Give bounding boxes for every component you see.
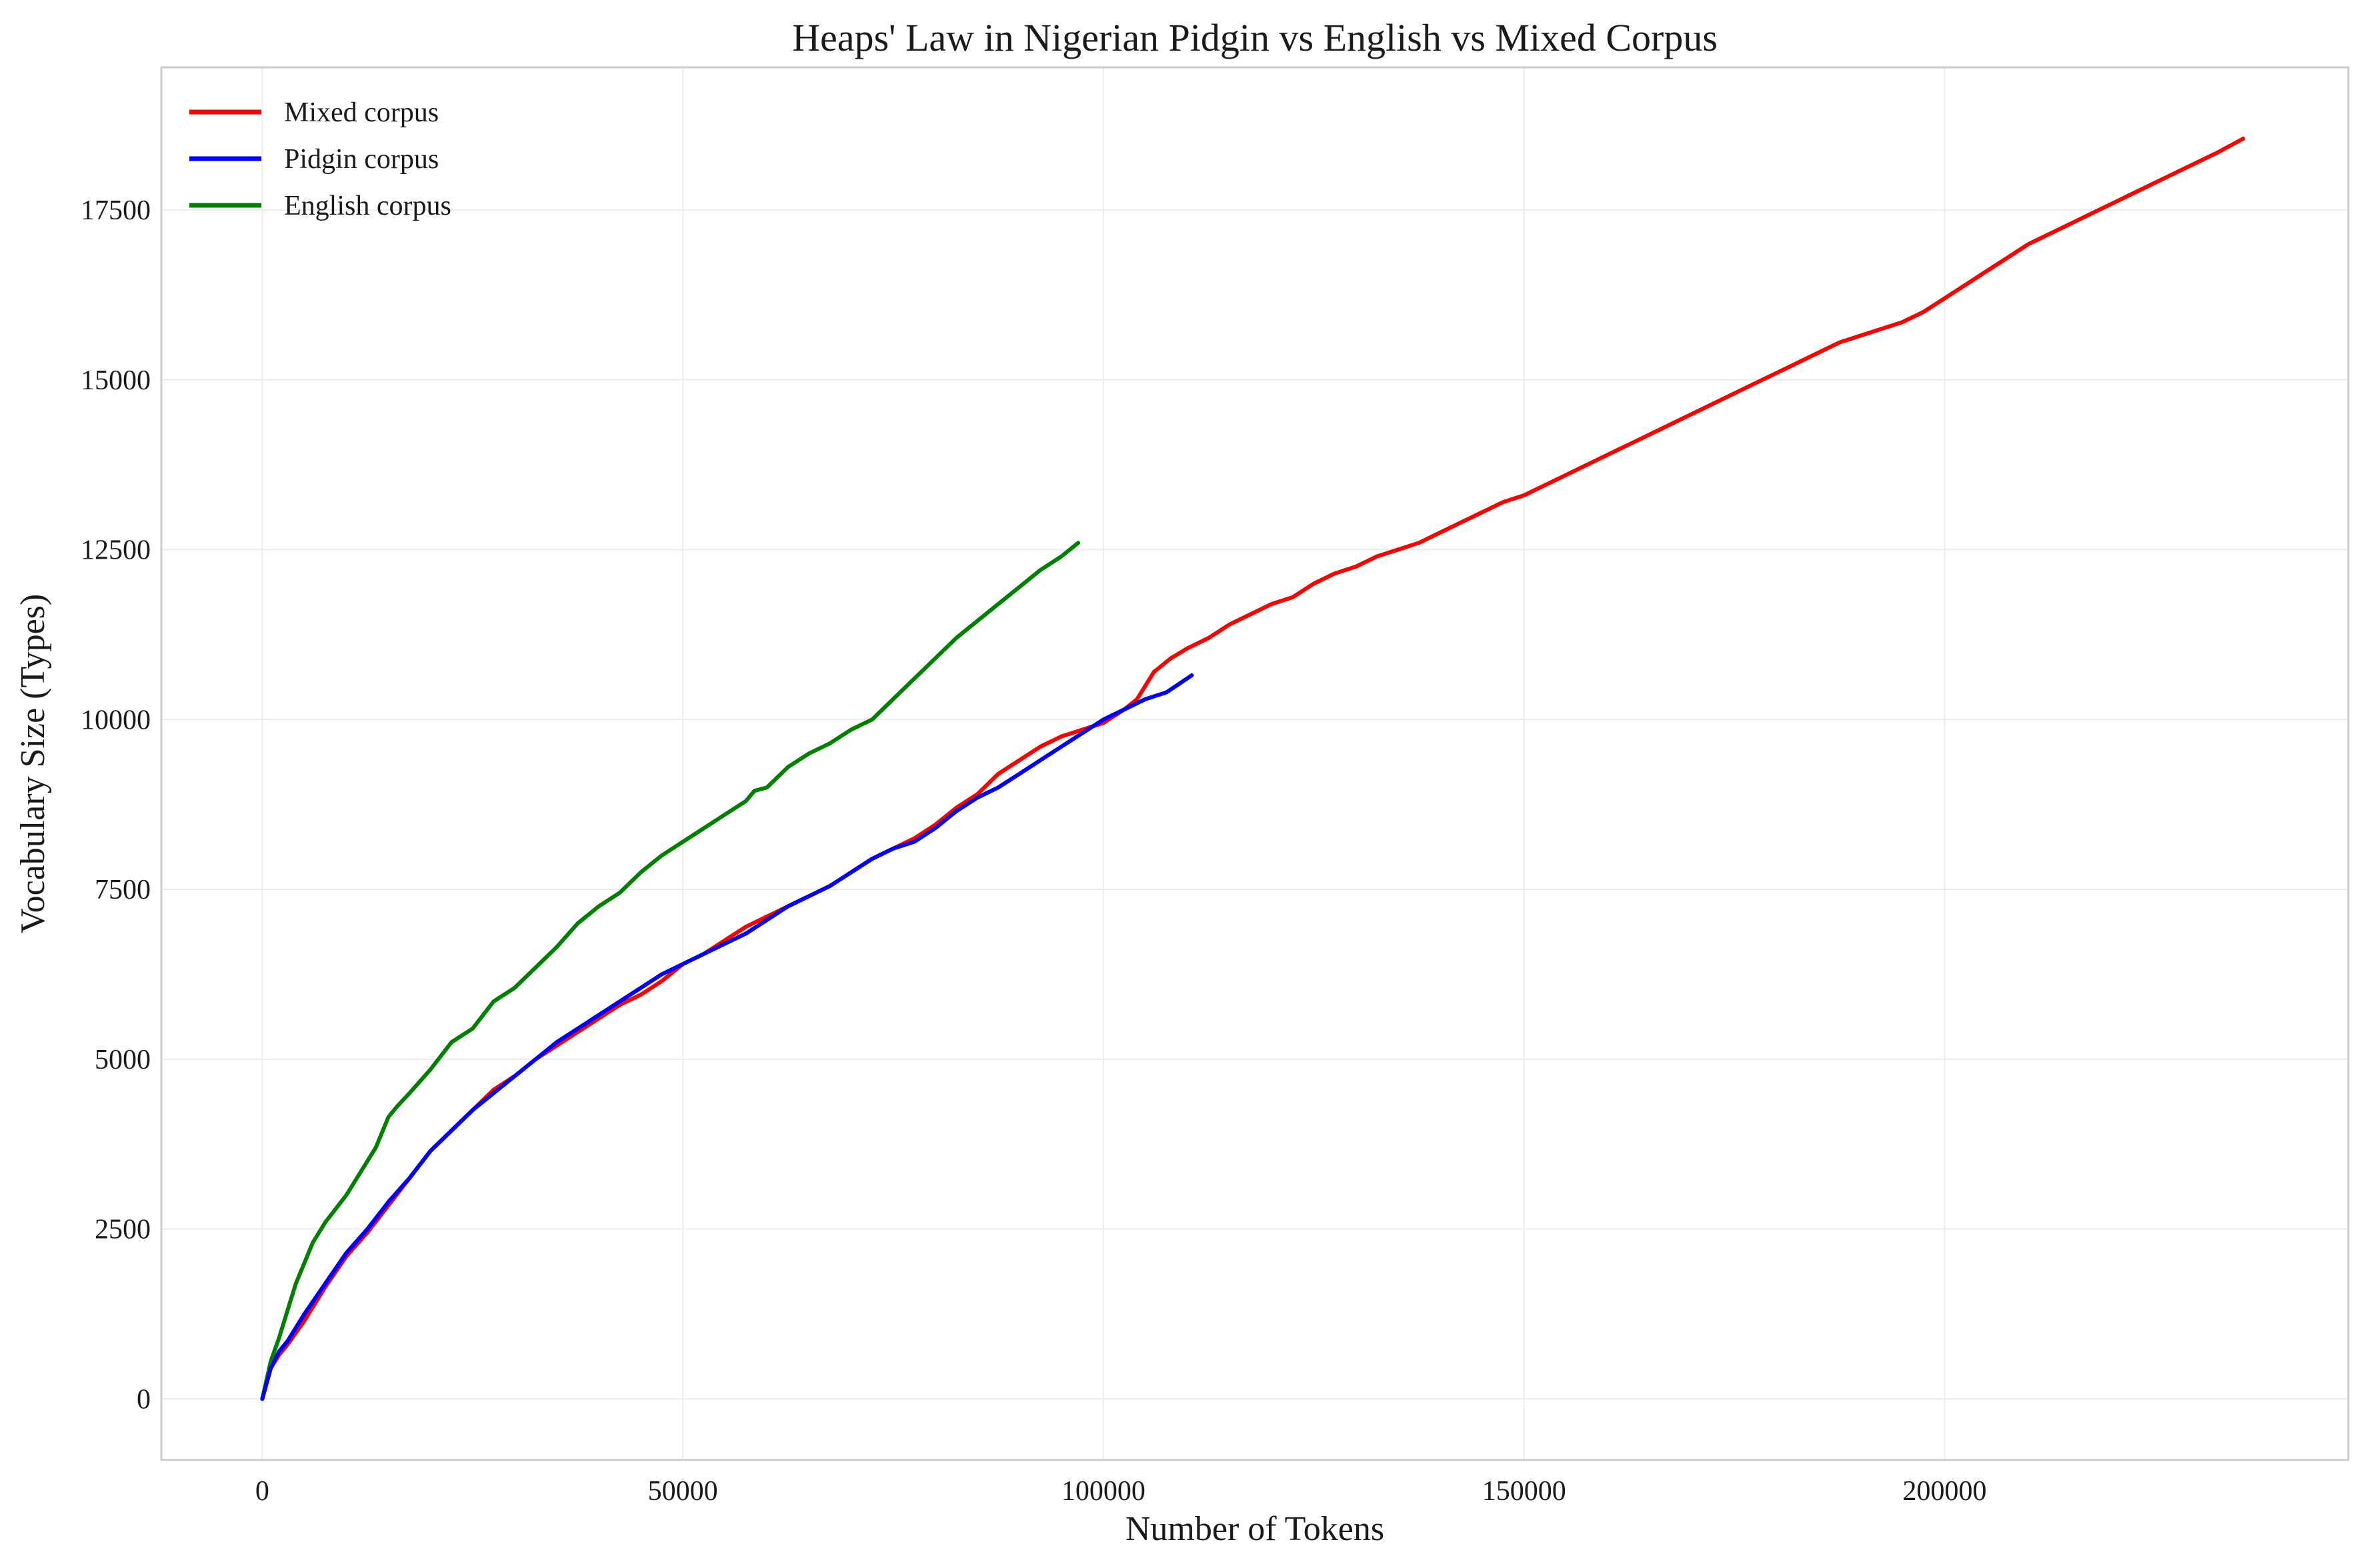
pidgin-corpus-line [260, 673, 1194, 1401]
chart-title: Heaps' Law in Nigerian Pidgin vs English… [792, 16, 1718, 59]
y-tick-label: 2500 [95, 1215, 151, 1245]
y-tick-label: 10000 [81, 705, 151, 735]
y-tick-label: 5000 [95, 1045, 151, 1075]
y-axis-ticks: 0 2500 5000 7500 10000 12500 15000 17500 [81, 195, 151, 1415]
x-tick-label: 100000 [1061, 1476, 1145, 1507]
legend: Mixed corpus Pidgin corpus English corpus [189, 97, 451, 221]
english-corpus-legend-label: English corpus [284, 191, 451, 221]
english-corpus-line [260, 541, 1081, 1401]
x-tick-label: 50000 [648, 1476, 718, 1507]
x-axis-label: Number of Tokens [1125, 1510, 1384, 1548]
plot-series [260, 137, 2246, 1401]
mixed-corpus-line [260, 137, 2246, 1401]
y-tick-label: 15000 [81, 365, 151, 396]
y-tick-label: 17500 [81, 195, 151, 226]
y-tick-label: 7500 [95, 875, 151, 905]
x-tick-label: 200000 [1902, 1476, 1986, 1507]
x-axis-ticks: 0 50000 100000 150000 200000 [255, 1476, 1987, 1507]
x-tick-label: 0 [255, 1476, 269, 1507]
mixed-corpus-legend-label: Mixed corpus [284, 97, 439, 128]
x-tick-label: 150000 [1482, 1476, 1566, 1507]
y-tick-label: 0 [137, 1384, 151, 1415]
pidgin-corpus-legend-label: Pidgin corpus [284, 144, 439, 175]
y-tick-label: 12500 [81, 535, 151, 566]
plot-frame [160, 66, 2350, 1461]
y-axis-label: Vocabulary Size (Types) [14, 594, 52, 933]
gridlines [161, 67, 2348, 1460]
